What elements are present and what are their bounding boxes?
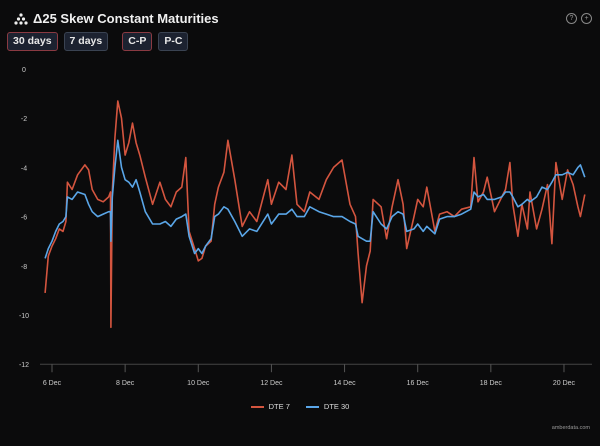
c-p-button[interactable]: C-P	[122, 32, 153, 51]
legend-swatch-dte7	[250, 405, 264, 408]
7-days-button[interactable]: 7 days	[63, 32, 109, 51]
legend-swatch-dte30	[305, 405, 319, 408]
x-tick-label: 10 Dec	[187, 380, 210, 387]
y-tick-label: -10	[19, 313, 29, 320]
x-tick-label: 14 Dec	[333, 380, 356, 387]
legend-label: DTE 7	[268, 402, 290, 411]
y-tick-label: -6	[21, 215, 27, 222]
credit-text: amberdata.com	[551, 425, 590, 431]
y-tick-label: -4	[21, 165, 27, 172]
chart-title: Δ25 Skew Constant Maturities	[14, 11, 219, 26]
x-tick-label: 12 Dec	[260, 380, 283, 387]
y-tick-label: 0	[22, 67, 26, 74]
x-tick-label: 18 Dec	[480, 380, 503, 387]
y-tick-label: -12	[19, 362, 29, 369]
series-line-dte7	[44, 100, 586, 329]
p-c-button[interactable]: P-C	[158, 32, 189, 51]
30-days-button[interactable]: 30 days	[7, 32, 58, 51]
legend-label: DTE 30	[323, 402, 350, 411]
y-tick-label: -8	[21, 264, 27, 271]
series-line-dte30	[44, 139, 586, 259]
x-tick-label: 6 Dec	[43, 380, 62, 387]
legend-item-dte30[interactable]: DTE 30	[305, 402, 350, 411]
amberdata-logo-icon	[14, 12, 28, 25]
help-icon[interactable]: ?	[566, 13, 577, 24]
chart-title-text: Δ25 Skew Constant Maturities	[33, 11, 219, 26]
legend-item-dte7[interactable]: DTE 7	[250, 402, 290, 411]
x-tick-label: 8 Dec	[116, 380, 135, 387]
x-tick-label: 16 Dec	[407, 380, 430, 387]
expand-icon[interactable]: +	[581, 13, 592, 24]
x-tick-label: 20 Dec	[553, 380, 576, 387]
legend: DTE 7 DTE 30	[0, 402, 600, 411]
y-tick-label: -2	[21, 116, 27, 123]
